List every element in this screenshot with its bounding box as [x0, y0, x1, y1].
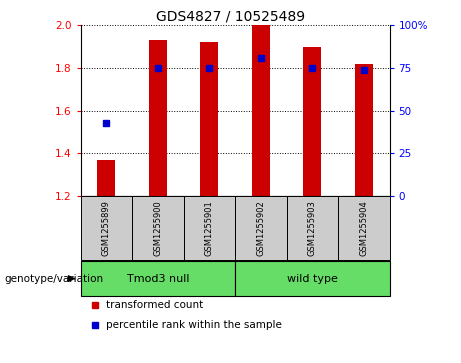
Text: wild type: wild type	[287, 274, 338, 284]
Bar	[252, 25, 270, 196]
Text: GSM1255902: GSM1255902	[256, 200, 266, 256]
Bar	[303, 47, 321, 196]
Text: GSM1255904: GSM1255904	[359, 200, 368, 256]
Bar	[183, 196, 235, 260]
Text: GSM1255901: GSM1255901	[205, 200, 214, 256]
Bar	[81, 261, 235, 296]
Bar	[132, 196, 183, 260]
Text: transformed count: transformed count	[106, 300, 203, 310]
Bar	[287, 196, 338, 260]
Bar	[149, 40, 167, 196]
Text: genotype/variation: genotype/variation	[5, 274, 104, 284]
Bar	[338, 196, 390, 260]
Text: GDS4827 / 10525489: GDS4827 / 10525489	[156, 9, 305, 23]
Text: GSM1255903: GSM1255903	[308, 200, 317, 256]
Text: Tmod3 null: Tmod3 null	[127, 274, 189, 284]
Bar	[355, 64, 373, 196]
Bar	[201, 42, 219, 196]
Bar	[81, 196, 132, 260]
Bar	[97, 160, 115, 196]
Text: GSM1255899: GSM1255899	[102, 200, 111, 256]
Text: GSM1255900: GSM1255900	[154, 200, 162, 256]
Bar	[235, 261, 390, 296]
Text: percentile rank within the sample: percentile rank within the sample	[106, 320, 282, 330]
Bar	[235, 196, 287, 260]
